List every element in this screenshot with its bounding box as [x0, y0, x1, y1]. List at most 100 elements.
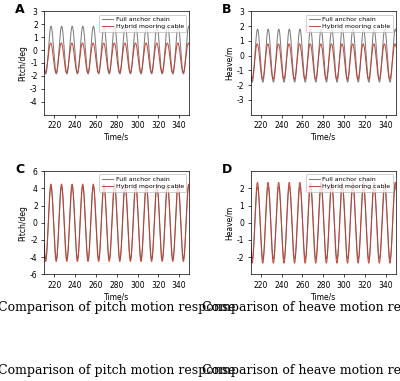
- Hybrid mooring cable: [67, 226, 72, 231]
- Hybrid mooring cable: [184, 206, 189, 210]
- Hybrid mooring cable: [375, 240, 380, 245]
- X-axis label: Time/s: Time/s: [104, 292, 129, 301]
- Hybrid mooring cable: [58, 42, 63, 46]
- Hybrid mooring cable: [168, 64, 173, 69]
- Text: Comparison of heave motion response: Comparison of heave motion response: [202, 364, 400, 377]
- Full anchor chain: [42, 60, 46, 65]
- Full anchor chain: [67, 227, 72, 231]
- Full anchor chain: [248, 240, 253, 244]
- Hybrid mooring cable: [308, 180, 313, 185]
- Hybrid mooring cable: [187, 43, 192, 48]
- Full anchor chain: [391, 45, 396, 50]
- Full anchor chain: [54, 256, 59, 261]
- Full anchor chain: [42, 240, 46, 244]
- Legend: Full anchor chain, Hybrid mooring cable: Full anchor chain, Hybrid mooring cable: [100, 14, 186, 32]
- Hybrid mooring cable: [266, 42, 270, 46]
- Text: A: A: [15, 3, 24, 16]
- Line: Full anchor chain: Full anchor chain: [250, 187, 396, 259]
- Legend: Full anchor chain, Hybrid mooring cable: Full anchor chain, Hybrid mooring cable: [306, 174, 393, 192]
- Full anchor chain: [304, 74, 309, 79]
- Full anchor chain: [394, 187, 398, 192]
- Hybrid mooring cable: [104, 211, 108, 216]
- Full anchor chain: [274, 227, 278, 231]
- Full anchor chain: [375, 65, 380, 69]
- Hybrid mooring cable: [98, 66, 102, 70]
- Hybrid mooring cable: [391, 205, 396, 210]
- Y-axis label: Pitch/deg: Pitch/deg: [18, 45, 27, 81]
- Full anchor chain: [310, 45, 315, 50]
- Hybrid mooring cable: [273, 226, 278, 231]
- Hybrid mooring cable: [168, 239, 173, 243]
- Hybrid mooring cable: [97, 250, 102, 255]
- Full anchor chain: [184, 210, 189, 214]
- Full anchor chain: [184, 41, 189, 45]
- Full anchor chain: [104, 210, 108, 214]
- Hybrid mooring cable: [104, 54, 108, 58]
- Text: B: B: [222, 3, 231, 16]
- Full anchor chain: [260, 80, 265, 85]
- Full anchor chain: [265, 190, 270, 195]
- Full anchor chain: [248, 67, 253, 72]
- Hybrid mooring cable: [59, 41, 64, 45]
- Text: Comparison of pitch motion response: Comparison of pitch motion response: [0, 364, 236, 377]
- Full anchor chain: [187, 187, 192, 192]
- Legend: Full anchor chain, Hybrid mooring cable: Full anchor chain, Hybrid mooring cable: [100, 174, 186, 192]
- Hybrid mooring cable: [304, 251, 309, 256]
- Hybrid mooring cable: [248, 71, 253, 76]
- Full anchor chain: [58, 28, 63, 32]
- Full anchor chain: [168, 58, 173, 62]
- Hybrid mooring cable: [375, 69, 380, 74]
- Hybrid mooring cable: [304, 71, 309, 75]
- Hybrid mooring cable: [42, 243, 46, 247]
- Y-axis label: Heave/m: Heave/m: [225, 206, 234, 240]
- Hybrid mooring cable: [67, 55, 72, 60]
- Full anchor chain: [375, 236, 380, 240]
- Hybrid mooring cable: [394, 45, 398, 49]
- Full anchor chain: [67, 52, 72, 56]
- Hybrid mooring cable: [274, 59, 278, 64]
- Hybrid mooring cable: [310, 57, 315, 62]
- Full anchor chain: [54, 72, 59, 76]
- Line: Full anchor chain: Full anchor chain: [44, 187, 190, 259]
- Full anchor chain: [310, 210, 315, 214]
- Full anchor chain: [186, 24, 191, 29]
- Line: Hybrid mooring cable: Hybrid mooring cable: [44, 43, 190, 73]
- Full anchor chain: [391, 210, 396, 214]
- Hybrid mooring cable: [187, 186, 192, 190]
- Y-axis label: Heave/m: Heave/m: [225, 46, 234, 80]
- Text: C: C: [15, 163, 24, 176]
- Text: D: D: [222, 163, 232, 176]
- Full anchor chain: [304, 249, 309, 253]
- Line: Hybrid mooring cable: Hybrid mooring cable: [250, 182, 396, 263]
- Hybrid mooring cable: [184, 48, 189, 53]
- Full anchor chain: [168, 236, 173, 240]
- Hybrid mooring cable: [58, 187, 63, 192]
- Y-axis label: Pitch/deg: Pitch/deg: [18, 205, 27, 241]
- Hybrid mooring cable: [310, 211, 315, 215]
- Full anchor chain: [186, 184, 191, 189]
- Hybrid mooring cable: [377, 77, 382, 82]
- Hybrid mooring cable: [377, 261, 382, 266]
- Legend: Full anchor chain, Hybrid mooring cable: Full anchor chain, Hybrid mooring cable: [306, 14, 393, 32]
- Line: Full anchor chain: Full anchor chain: [250, 29, 396, 82]
- Hybrid mooring cable: [391, 51, 396, 55]
- Full anchor chain: [265, 31, 270, 36]
- Hybrid mooring cable: [102, 182, 106, 186]
- Full anchor chain: [58, 190, 63, 195]
- Hybrid mooring cable: [265, 43, 270, 48]
- Hybrid mooring cable: [248, 244, 253, 248]
- Full anchor chain: [393, 184, 398, 189]
- Full anchor chain: [98, 67, 102, 71]
- X-axis label: Time/s: Time/s: [311, 292, 336, 301]
- X-axis label: Time/s: Time/s: [311, 133, 336, 142]
- X-axis label: Time/s: Time/s: [104, 133, 129, 142]
- Hybrid mooring cable: [170, 259, 175, 264]
- Full anchor chain: [394, 29, 398, 34]
- Full anchor chain: [393, 27, 398, 31]
- Hybrid mooring cable: [170, 70, 175, 75]
- Full anchor chain: [260, 256, 265, 261]
- Full anchor chain: [187, 26, 192, 30]
- Hybrid mooring cable: [265, 186, 270, 190]
- Line: Hybrid mooring cable: Hybrid mooring cable: [250, 44, 396, 79]
- Full anchor chain: [274, 58, 278, 62]
